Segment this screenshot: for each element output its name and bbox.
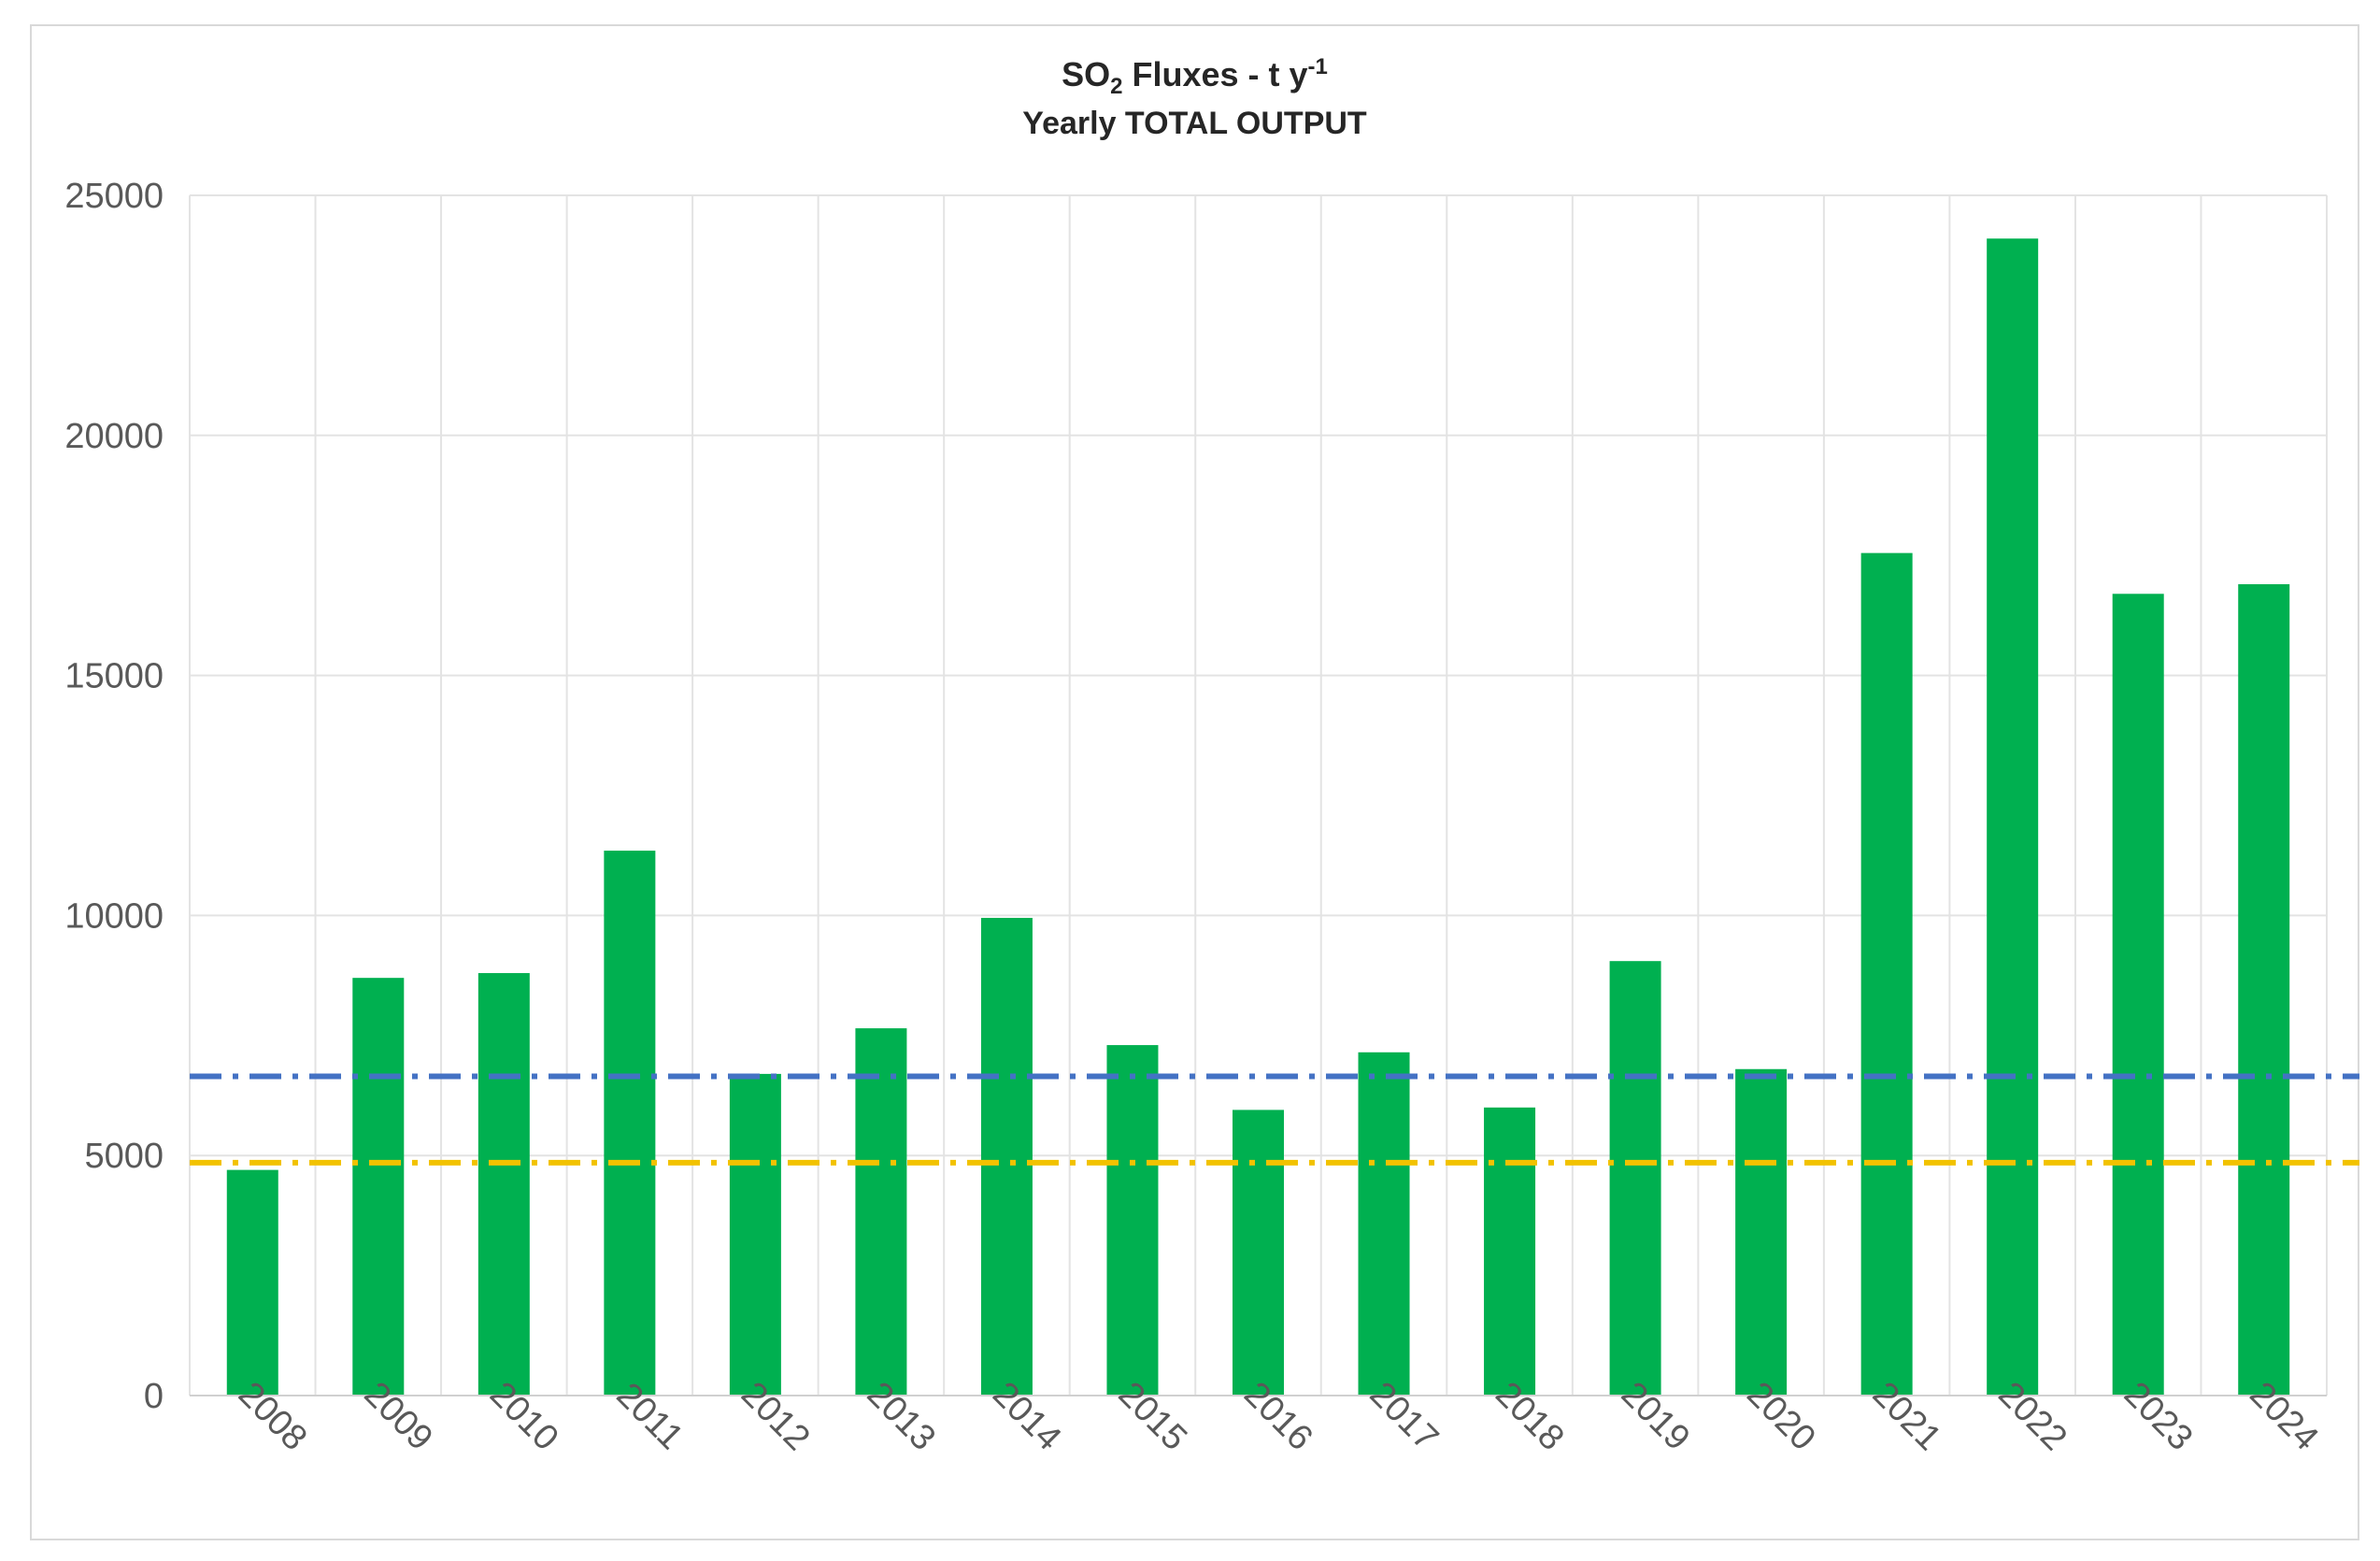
bar-2008 — [226, 1169, 278, 1396]
chart-title: SO2 Fluxes - t y-1 — [32, 54, 2358, 100]
y-tick-label: 20000 — [64, 417, 164, 456]
bar-2011 — [604, 851, 656, 1396]
bar-2023 — [2112, 594, 2164, 1396]
y-tick-label: 25000 — [64, 177, 164, 216]
bar-2009 — [352, 978, 405, 1396]
bar-2014 — [980, 917, 1033, 1396]
bar-2018 — [1484, 1107, 1536, 1396]
bar-2022 — [1987, 238, 2039, 1396]
chart-subtitle: Yearly TOTAL OUTPUT — [1022, 106, 1367, 141]
chart-title-superscript: -1 — [1307, 54, 1328, 79]
bar-2021 — [1860, 552, 1913, 1396]
chart-title-subscript: 2 — [1110, 74, 1123, 100]
chart-title-middle: Fluxes - t y — [1122, 55, 1308, 93]
bar-2012 — [729, 1073, 781, 1396]
bar-2016 — [1233, 1110, 1284, 1396]
bar-2015 — [1106, 1045, 1159, 1396]
bar-2024 — [2238, 584, 2290, 1396]
bar-2019 — [1609, 961, 1661, 1396]
y-tick-label: 10000 — [64, 896, 164, 936]
bar-2017 — [1358, 1052, 1410, 1396]
bar-2013 — [855, 1028, 907, 1396]
y-tick-label: 5000 — [84, 1137, 164, 1176]
y-tick-label: 0 — [144, 1377, 164, 1416]
y-tick-label: 15000 — [64, 657, 164, 696]
bar-2010 — [477, 973, 530, 1396]
bar-2020 — [1735, 1068, 1788, 1396]
chart-title-prefix: SO — [1062, 55, 1111, 93]
